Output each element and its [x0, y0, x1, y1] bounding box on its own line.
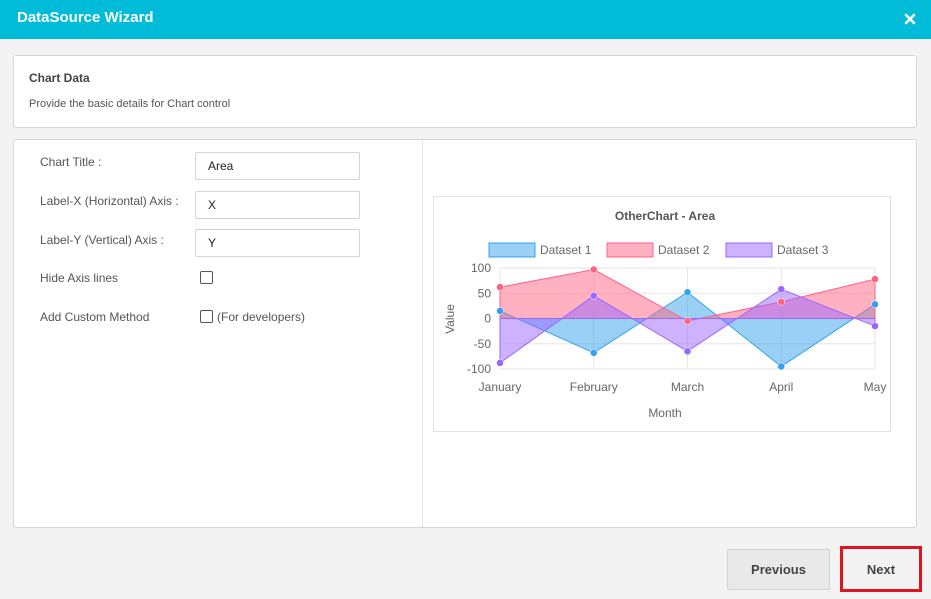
next-button[interactable]: Next	[840, 546, 922, 592]
y-tick-label: -50	[474, 337, 492, 351]
custom-method-checkbox[interactable]	[200, 310, 213, 323]
x-tick-label: March	[671, 380, 704, 394]
data-point[interactable]	[683, 317, 692, 325]
legend-swatch[interactable]	[725, 242, 773, 258]
dialog-titlebar: DataSource Wizard	[0, 0, 931, 39]
label-x-label: Label-X (Horizontal) Axis :	[40, 194, 179, 208]
chart-title-input[interactable]	[195, 152, 360, 180]
x-tick-label: January	[479, 380, 522, 394]
previous-button[interactable]: Previous	[727, 549, 830, 590]
dialog-title: DataSource Wizard	[17, 9, 154, 26]
data-point[interactable]	[683, 288, 692, 296]
legend-label[interactable]: Dataset 2	[658, 243, 710, 257]
chart-title-label: Chart Title :	[40, 155, 102, 169]
y-tick-label: 50	[478, 286, 492, 300]
data-point[interactable]	[496, 283, 504, 291]
data-point[interactable]	[683, 347, 692, 356]
chart-preview: OtherChart - Area Dataset 1 Dataset 2 Data…	[433, 196, 891, 432]
legend-swatch[interactable]	[606, 242, 654, 258]
x-axis-label: Month	[648, 406, 681, 420]
data-point[interactable]	[871, 322, 879, 330]
label-x-input[interactable]	[195, 191, 360, 219]
y-tick-label: 0	[484, 312, 491, 326]
legend-label[interactable]: Dataset 3	[777, 243, 829, 257]
data-point[interactable]	[590, 349, 598, 357]
data-point[interactable]	[871, 275, 879, 283]
legend-swatch[interactable]	[488, 242, 536, 258]
panel-divider	[422, 140, 423, 527]
custom-method-note: (For developers)	[217, 310, 306, 324]
section-heading: Chart Data	[29, 71, 90, 85]
data-point[interactable]	[777, 298, 785, 306]
chart-title: OtherChart - Area	[615, 209, 716, 223]
hide-axis-checkbox[interactable]	[200, 271, 213, 284]
y-axis-label: Value	[443, 304, 457, 334]
data-point[interactable]	[777, 362, 785, 371]
data-point[interactable]	[496, 359, 504, 367]
area-chart: OtherChart - Area Dataset 1 Dataset 2 Data…	[443, 209, 887, 420]
data-point[interactable]	[590, 292, 598, 300]
chart-settings-panel: Chart Title : Label-X (Horizontal) Axis …	[13, 139, 917, 528]
label-y-label: Label-Y (Vertical) Axis :	[40, 233, 164, 247]
x-tick-label: May	[864, 380, 887, 394]
data-point[interactable]	[496, 307, 504, 315]
data-point[interactable]	[871, 300, 879, 309]
custom-method-label: Add Custom Method	[40, 310, 150, 324]
label-y-input[interactable]	[195, 229, 360, 257]
data-point[interactable]	[590, 265, 598, 274]
info-panel: Chart Data Provide the basic details for…	[13, 55, 917, 128]
x-tick-label: February	[570, 380, 618, 394]
series-area	[499, 288, 876, 364]
data-point[interactable]	[777, 285, 785, 293]
x-tick-label: April	[769, 380, 793, 394]
y-tick-label: -100	[467, 362, 491, 376]
y-tick-label: 100	[471, 261, 491, 275]
section-description: Provide the basic details for Chart cont…	[29, 98, 231, 110]
close-icon[interactable]	[899, 8, 921, 30]
hide-axis-label: Hide Axis lines	[40, 271, 119, 285]
legend-label[interactable]: Dataset 1	[540, 243, 592, 257]
